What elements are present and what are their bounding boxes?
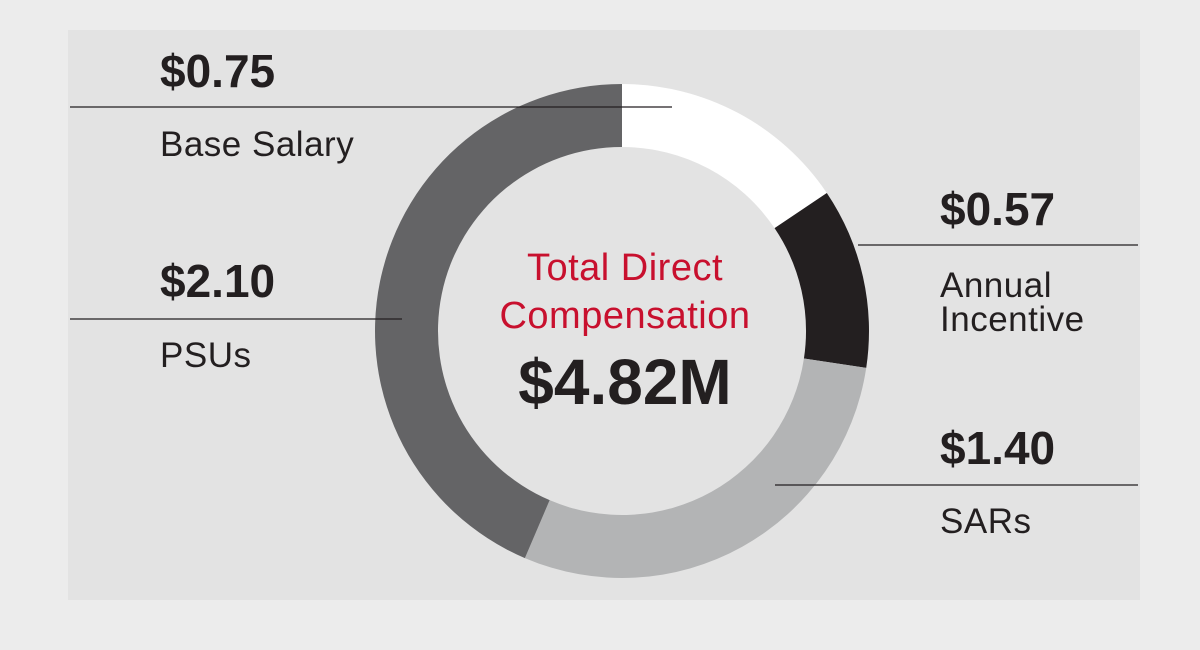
base-salary-label: Base Salary [160, 125, 355, 164]
annual-incentive-value: $0.57 [940, 183, 1056, 235]
sars-label: SARs [940, 502, 1032, 541]
base-salary-value: $0.75 [160, 45, 276, 97]
donut-slice-annual-incentive [774, 192, 870, 368]
donut-slices [374, 84, 870, 579]
donut-slice-psus [374, 84, 622, 559]
donut-slice-base-salary [622, 84, 827, 229]
psus-value: $2.10 [160, 255, 276, 307]
leader-lines [70, 106, 1138, 486]
psus-label: PSUs [160, 336, 252, 375]
donut-slice-sars [524, 358, 867, 579]
center-total-value: $4.82M [518, 346, 732, 418]
annual-incentive-label: Annual Incentive [940, 266, 1085, 339]
sars-value: $1.40 [940, 422, 1056, 474]
center-title: Total Direct Compensation [499, 247, 751, 337]
